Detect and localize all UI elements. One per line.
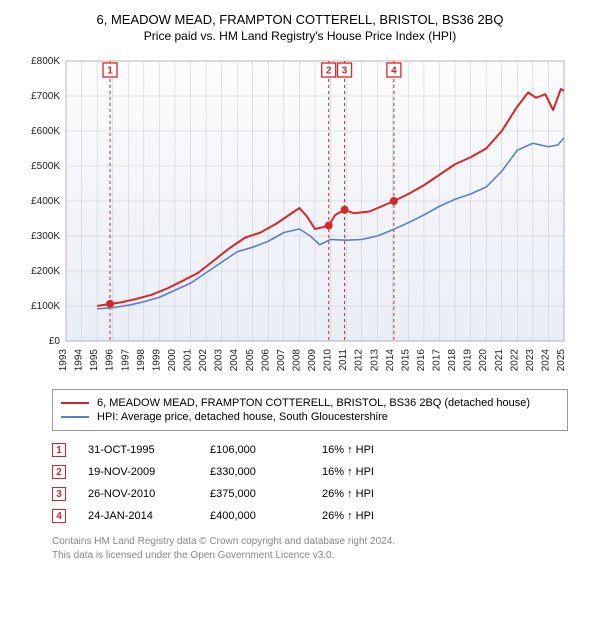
- svg-text:1994: 1994: [74, 349, 85, 372]
- legend-swatch-price: [61, 402, 89, 404]
- svg-text:2006: 2006: [260, 349, 271, 372]
- svg-text:2015: 2015: [400, 349, 411, 372]
- transaction-row: 2 19-NOV-2009 £330,000 16% ↑ HPI: [52, 461, 568, 483]
- footer-line2: This data is licensed under the Open Gov…: [52, 549, 568, 563]
- svg-text:2: 2: [326, 66, 332, 77]
- transaction-price: £106,000: [210, 444, 300, 456]
- svg-text:£200K: £200K: [31, 266, 60, 277]
- transaction-marker: 3: [52, 487, 66, 501]
- legend-label-hpi: HPI: Average price, detached house, Sout…: [97, 411, 388, 423]
- svg-text:£700K: £700K: [31, 91, 60, 102]
- svg-text:1993: 1993: [58, 349, 69, 372]
- footer-line1: Contains HM Land Registry data © Crown c…: [52, 535, 568, 549]
- svg-text:2003: 2003: [214, 349, 225, 372]
- svg-text:2004: 2004: [229, 349, 240, 372]
- svg-text:2007: 2007: [276, 349, 287, 372]
- transaction-date: 31-OCT-1995: [88, 444, 188, 456]
- svg-text:2018: 2018: [447, 349, 458, 372]
- svg-text:£800K: £800K: [31, 56, 60, 67]
- transaction-pct: 16% ↑ HPI: [322, 466, 432, 478]
- svg-text:2017: 2017: [432, 349, 443, 372]
- transaction-marker: 2: [52, 465, 66, 479]
- transaction-marker: 4: [52, 509, 66, 523]
- transaction-row: 1 31-OCT-1995 £106,000 16% ↑ HPI: [52, 439, 568, 461]
- svg-text:1998: 1998: [136, 349, 147, 372]
- svg-text:2021: 2021: [494, 349, 505, 372]
- svg-text:2008: 2008: [291, 349, 302, 372]
- svg-text:1999: 1999: [151, 349, 162, 372]
- svg-text:2024: 2024: [540, 349, 551, 372]
- svg-text:1: 1: [107, 66, 113, 77]
- transaction-marker: 1: [52, 443, 66, 457]
- transaction-pct: 26% ↑ HPI: [322, 488, 432, 500]
- svg-text:3: 3: [342, 66, 348, 77]
- svg-text:1995: 1995: [89, 349, 100, 372]
- svg-text:2023: 2023: [525, 349, 536, 372]
- transaction-price: £375,000: [210, 488, 300, 500]
- transaction-row: 3 26-NOV-2010 £375,000 26% ↑ HPI: [52, 483, 568, 505]
- svg-text:2002: 2002: [198, 349, 209, 372]
- svg-text:2012: 2012: [354, 349, 365, 372]
- svg-text:4: 4: [391, 66, 397, 77]
- svg-text:£500K: £500K: [31, 161, 60, 172]
- footer-attribution: Contains HM Land Registry data © Crown c…: [52, 535, 568, 562]
- svg-text:2025: 2025: [556, 349, 567, 372]
- legend-item-price: 6, MEADOW MEAD, FRAMPTON COTTERELL, BRIS…: [61, 396, 559, 410]
- svg-text:£300K: £300K: [31, 231, 60, 242]
- transaction-row: 4 24-JAN-2014 £400,000 26% ↑ HPI: [52, 505, 568, 527]
- svg-text:2009: 2009: [307, 349, 318, 372]
- transaction-price: £330,000: [210, 466, 300, 478]
- svg-text:2019: 2019: [463, 349, 474, 372]
- svg-text:2001: 2001: [183, 349, 194, 372]
- svg-text:2011: 2011: [338, 349, 349, 371]
- price-chart: £0 £100K £200K £300K £400K £500K £600K £700K £80…: [20, 51, 580, 381]
- transaction-price: £400,000: [210, 510, 300, 522]
- legend: 6, MEADOW MEAD, FRAMPTON COTTERELL, BRIS…: [52, 389, 568, 431]
- svg-text:2005: 2005: [245, 349, 256, 372]
- svg-text:2020: 2020: [478, 349, 489, 372]
- page-title: 6, MEADOW MEAD, FRAMPTON COTTERELL, BRIS…: [10, 12, 590, 27]
- transaction-pct: 26% ↑ HPI: [322, 510, 432, 522]
- transaction-date: 24-JAN-2014: [88, 510, 188, 522]
- transaction-pct: 16% ↑ HPI: [322, 444, 432, 456]
- svg-text:2000: 2000: [167, 349, 178, 372]
- svg-text:£600K: £600K: [31, 126, 60, 137]
- legend-swatch-hpi: [61, 416, 89, 418]
- transaction-date: 19-NOV-2009: [88, 466, 188, 478]
- legend-item-hpi: HPI: Average price, detached house, Sout…: [61, 410, 559, 424]
- transaction-table: 1 31-OCT-1995 £106,000 16% ↑ HPI 2 19-NOV-200…: [52, 439, 568, 527]
- svg-text:1997: 1997: [120, 349, 131, 372]
- svg-text:2014: 2014: [385, 349, 396, 372]
- page-subtitle: Price paid vs. HM Land Registry's House …: [10, 29, 590, 43]
- svg-text:2010: 2010: [323, 349, 334, 372]
- svg-text:£0: £0: [49, 336, 61, 347]
- legend-label-price: 6, MEADOW MEAD, FRAMPTON COTTERELL, BRIS…: [97, 397, 530, 409]
- svg-text:1996: 1996: [105, 349, 116, 372]
- svg-text:£400K: £400K: [31, 196, 60, 207]
- transaction-date: 26-NOV-2010: [88, 488, 188, 500]
- svg-text:2016: 2016: [416, 349, 427, 372]
- svg-text:2022: 2022: [509, 349, 520, 372]
- svg-text:£100K: £100K: [31, 301, 60, 312]
- svg-text:2013: 2013: [369, 349, 380, 372]
